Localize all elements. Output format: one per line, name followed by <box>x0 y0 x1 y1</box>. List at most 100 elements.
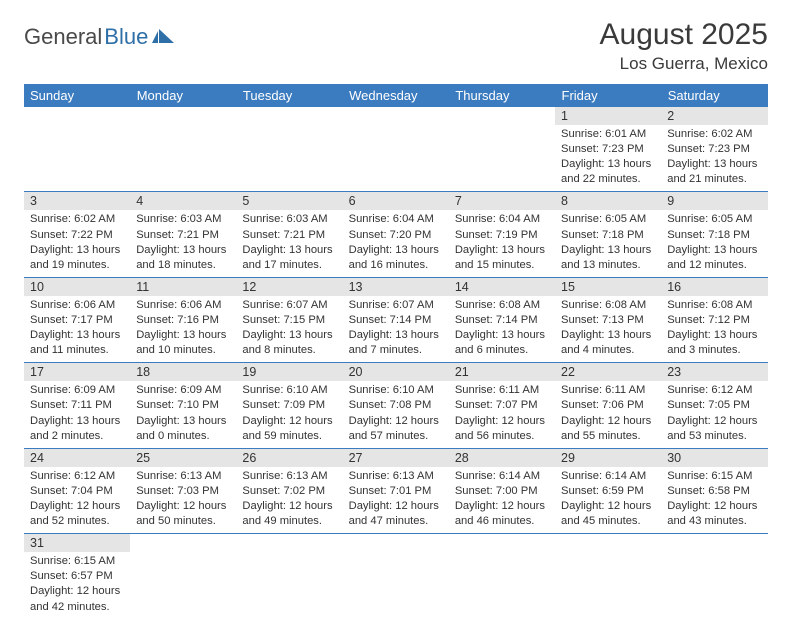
day-details: Sunrise: 6:14 AMSunset: 6:59 PMDaylight:… <box>555 467 661 533</box>
daylight-text: Daylight: 13 hours and 7 minutes. <box>349 328 443 358</box>
day-number: 22 <box>555 363 661 381</box>
day-details: Sunrise: 6:07 AMSunset: 7:15 PMDaylight:… <box>236 296 342 362</box>
day-details: Sunrise: 6:13 AMSunset: 7:01 PMDaylight:… <box>343 467 449 533</box>
day-details: Sunrise: 6:06 AMSunset: 7:17 PMDaylight:… <box>24 296 130 362</box>
sunrise-text: Sunrise: 6:03 AM <box>242 212 336 227</box>
sunset-text: Sunset: 7:04 PM <box>30 484 124 499</box>
calendar-cell: 5Sunrise: 6:03 AMSunset: 7:21 PMDaylight… <box>236 192 342 277</box>
daylight-text: Daylight: 12 hours and 46 minutes. <box>455 499 549 529</box>
sunset-text: Sunset: 7:08 PM <box>349 398 443 413</box>
sunrise-text: Sunrise: 6:15 AM <box>667 469 761 484</box>
logo-text-2: Blue <box>104 24 148 50</box>
day-details: Sunrise: 6:06 AMSunset: 7:16 PMDaylight:… <box>130 296 236 362</box>
calendar-cell: 17Sunrise: 6:09 AMSunset: 7:11 PMDayligh… <box>24 363 130 448</box>
sunset-text: Sunset: 7:18 PM <box>667 228 761 243</box>
day-number: 2 <box>661 107 767 125</box>
daylight-text: Daylight: 13 hours and 12 minutes. <box>667 243 761 273</box>
daylight-text: Daylight: 12 hours and 42 minutes. <box>30 584 124 614</box>
daylight-text: Daylight: 13 hours and 13 minutes. <box>561 243 655 273</box>
daylight-text: Daylight: 13 hours and 0 minutes. <box>136 414 230 444</box>
sunset-text: Sunset: 7:23 PM <box>561 142 655 157</box>
sunset-text: Sunset: 7:23 PM <box>667 142 761 157</box>
calendar-cell: 10Sunrise: 6:06 AMSunset: 7:17 PMDayligh… <box>24 277 130 362</box>
calendar-cell <box>236 107 342 192</box>
daylight-text: Daylight: 12 hours and 50 minutes. <box>136 499 230 529</box>
day-number: 21 <box>449 363 555 381</box>
weekday-header: Tuesday <box>236 84 342 107</box>
sunrise-text: Sunrise: 6:09 AM <box>136 383 230 398</box>
calendar-cell <box>555 534 661 619</box>
day-number: 4 <box>130 192 236 210</box>
sunset-text: Sunset: 7:17 PM <box>30 313 124 328</box>
day-number: 11 <box>130 278 236 296</box>
day-number: 7 <box>449 192 555 210</box>
sunset-text: Sunset: 7:22 PM <box>30 228 124 243</box>
calendar-cell <box>130 534 236 619</box>
calendar-cell <box>130 107 236 192</box>
sunset-text: Sunset: 7:12 PM <box>667 313 761 328</box>
day-details: Sunrise: 6:01 AMSunset: 7:23 PMDaylight:… <box>555 125 661 191</box>
weekday-header: Friday <box>555 84 661 107</box>
sunrise-text: Sunrise: 6:06 AM <box>30 298 124 313</box>
daylight-text: Daylight: 13 hours and 15 minutes. <box>455 243 549 273</box>
sunrise-text: Sunrise: 6:01 AM <box>561 127 655 142</box>
day-number: 6 <box>343 192 449 210</box>
daylight-text: Daylight: 13 hours and 2 minutes. <box>30 414 124 444</box>
sunset-text: Sunset: 7:13 PM <box>561 313 655 328</box>
sunrise-text: Sunrise: 6:12 AM <box>667 383 761 398</box>
sunset-text: Sunset: 7:03 PM <box>136 484 230 499</box>
day-details: Sunrise: 6:04 AMSunset: 7:20 PMDaylight:… <box>343 210 449 276</box>
day-details: Sunrise: 6:03 AMSunset: 7:21 PMDaylight:… <box>236 210 342 276</box>
sunrise-text: Sunrise: 6:04 AM <box>455 212 549 227</box>
sunset-text: Sunset: 7:16 PM <box>136 313 230 328</box>
sunrise-text: Sunrise: 6:07 AM <box>242 298 336 313</box>
sunrise-text: Sunrise: 6:11 AM <box>455 383 549 398</box>
day-details: Sunrise: 6:13 AMSunset: 7:03 PMDaylight:… <box>130 467 236 533</box>
sunset-text: Sunset: 7:05 PM <box>667 398 761 413</box>
sunset-text: Sunset: 7:19 PM <box>455 228 549 243</box>
day-details: Sunrise: 6:11 AMSunset: 7:07 PMDaylight:… <box>449 381 555 447</box>
calendar-cell: 4Sunrise: 6:03 AMSunset: 7:21 PMDaylight… <box>130 192 236 277</box>
sunrise-text: Sunrise: 6:10 AM <box>242 383 336 398</box>
sunset-text: Sunset: 7:14 PM <box>349 313 443 328</box>
sunrise-text: Sunrise: 6:13 AM <box>136 469 230 484</box>
calendar-cell <box>236 534 342 619</box>
sunrise-text: Sunrise: 6:08 AM <box>667 298 761 313</box>
calendar-row: 17Sunrise: 6:09 AMSunset: 7:11 PMDayligh… <box>24 363 768 448</box>
day-details: Sunrise: 6:08 AMSunset: 7:12 PMDaylight:… <box>661 296 767 362</box>
daylight-text: Daylight: 12 hours and 43 minutes. <box>667 499 761 529</box>
day-details: Sunrise: 6:02 AMSunset: 7:22 PMDaylight:… <box>24 210 130 276</box>
calendar-cell: 18Sunrise: 6:09 AMSunset: 7:10 PMDayligh… <box>130 363 236 448</box>
day-details: Sunrise: 6:05 AMSunset: 7:18 PMDaylight:… <box>555 210 661 276</box>
sunrise-text: Sunrise: 6:07 AM <box>349 298 443 313</box>
day-details: Sunrise: 6:10 AMSunset: 7:09 PMDaylight:… <box>236 381 342 447</box>
day-details: Sunrise: 6:14 AMSunset: 7:00 PMDaylight:… <box>449 467 555 533</box>
sunrise-text: Sunrise: 6:13 AM <box>349 469 443 484</box>
daylight-text: Daylight: 12 hours and 49 minutes. <box>242 499 336 529</box>
sunset-text: Sunset: 7:10 PM <box>136 398 230 413</box>
weekday-header-row: Sunday Monday Tuesday Wednesday Thursday… <box>24 84 768 107</box>
sunrise-text: Sunrise: 6:08 AM <box>561 298 655 313</box>
sunrise-text: Sunrise: 6:13 AM <box>242 469 336 484</box>
logo-flag-icon <box>152 29 176 45</box>
day-details: Sunrise: 6:09 AMSunset: 7:10 PMDaylight:… <box>130 381 236 447</box>
day-details: Sunrise: 6:13 AMSunset: 7:02 PMDaylight:… <box>236 467 342 533</box>
calendar-row: 24Sunrise: 6:12 AMSunset: 7:04 PMDayligh… <box>24 448 768 533</box>
sunrise-text: Sunrise: 6:04 AM <box>349 212 443 227</box>
title-block: August 2025 Los Guerra, Mexico <box>600 18 768 74</box>
sunrise-text: Sunrise: 6:11 AM <box>561 383 655 398</box>
calendar-cell: 12Sunrise: 6:07 AMSunset: 7:15 PMDayligh… <box>236 277 342 362</box>
page-subtitle: Los Guerra, Mexico <box>600 54 768 74</box>
calendar-cell: 2Sunrise: 6:02 AMSunset: 7:23 PMDaylight… <box>661 107 767 192</box>
sunset-text: Sunset: 7:21 PM <box>136 228 230 243</box>
calendar-row: 10Sunrise: 6:06 AMSunset: 7:17 PMDayligh… <box>24 277 768 362</box>
sunrise-text: Sunrise: 6:14 AM <box>561 469 655 484</box>
day-number: 14 <box>449 278 555 296</box>
daylight-text: Daylight: 13 hours and 21 minutes. <box>667 157 761 187</box>
calendar-cell: 30Sunrise: 6:15 AMSunset: 6:58 PMDayligh… <box>661 448 767 533</box>
daylight-text: Daylight: 13 hours and 17 minutes. <box>242 243 336 273</box>
sunset-text: Sunset: 6:58 PM <box>667 484 761 499</box>
sunrise-text: Sunrise: 6:15 AM <box>30 554 124 569</box>
sunrise-text: Sunrise: 6:02 AM <box>30 212 124 227</box>
day-number: 25 <box>130 449 236 467</box>
